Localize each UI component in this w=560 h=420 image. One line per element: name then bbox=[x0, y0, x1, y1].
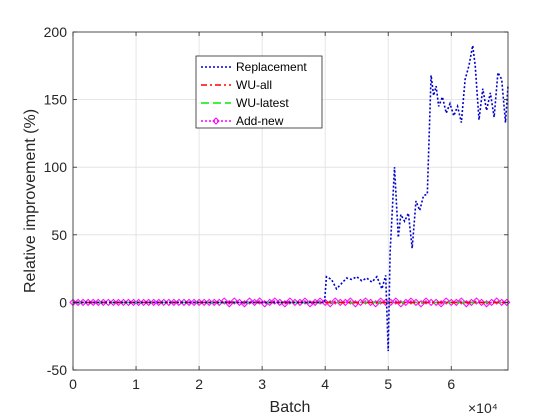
data-point-add-new bbox=[366, 298, 375, 307]
x-tick-label: 4 bbox=[321, 376, 329, 392]
data-point-add-new bbox=[457, 297, 466, 305]
data-point-add-new bbox=[74, 298, 82, 307]
x-tick-label: 6 bbox=[447, 376, 455, 392]
y-tick-label: 100 bbox=[44, 159, 68, 175]
legend-box bbox=[195, 55, 323, 129]
data-point-add-new bbox=[276, 298, 284, 307]
y-axis-label: Relative improvement (%) bbox=[22, 109, 39, 293]
data-point-add-new bbox=[109, 298, 118, 307]
legend-item-replacement: Replacement bbox=[201, 60, 307, 74]
data-point-add-new bbox=[129, 298, 138, 307]
x-axis-label: Batch bbox=[270, 399, 311, 416]
data-point-add-new bbox=[124, 298, 133, 307]
data-point-add-new bbox=[175, 298, 183, 307]
y-tick-label: -50 bbox=[47, 362, 67, 378]
legend-item-add-new: Add-new bbox=[201, 114, 284, 128]
data-point-add-new bbox=[180, 298, 188, 307]
data-point-add-new bbox=[165, 298, 173, 307]
data-point-add-new bbox=[190, 298, 198, 307]
data-point-add-new bbox=[255, 297, 264, 305]
legend-label: Replacement bbox=[236, 60, 307, 74]
x-tick-label: 1 bbox=[132, 376, 140, 392]
legend-label: WU-latest bbox=[236, 96, 289, 110]
data-point-add-new bbox=[185, 298, 193, 307]
data-point-add-new bbox=[412, 298, 420, 307]
legend-item-wu-all: WU-all bbox=[201, 78, 272, 92]
x-exponent-label: ×10⁴ bbox=[468, 400, 498, 416]
data-point-add-new bbox=[427, 298, 435, 307]
y-tick-label: 150 bbox=[44, 92, 68, 108]
data-point-add-new bbox=[442, 297, 450, 305]
x-tick-label: 2 bbox=[195, 376, 203, 392]
data-point-add-new bbox=[331, 297, 339, 305]
data-point-add-new bbox=[205, 298, 213, 307]
data-point-add-new bbox=[170, 298, 178, 307]
data-point-add-new bbox=[472, 297, 481, 305]
data-point-add-new bbox=[119, 298, 128, 307]
data-point-add-new bbox=[477, 298, 486, 307]
data-point-add-new bbox=[245, 297, 254, 305]
legend: Replacement WU-all WU-latest Add-new bbox=[195, 55, 323, 129]
data-point-add-new bbox=[497, 298, 506, 307]
y-tick-label: 0 bbox=[59, 294, 67, 310]
data-point-add-new bbox=[321, 298, 329, 307]
x-tick-label: 3 bbox=[258, 376, 266, 392]
data-point-add-new bbox=[99, 298, 107, 307]
data-point-add-new bbox=[235, 298, 244, 307]
y-tick-label: 200 bbox=[44, 24, 68, 40]
data-point-add-new bbox=[155, 298, 163, 307]
data-point-add-new bbox=[195, 298, 203, 307]
data-point-add-new bbox=[361, 297, 370, 305]
data-point-add-new bbox=[392, 297, 400, 305]
legend-label: WU-all bbox=[236, 78, 272, 92]
data-point-add-new bbox=[79, 298, 87, 307]
data-point-add-new bbox=[230, 297, 239, 305]
data-point-add-new bbox=[220, 297, 229, 305]
data-point-add-new bbox=[432, 298, 440, 307]
data-point-add-new bbox=[94, 298, 102, 307]
data-point-add-new bbox=[301, 297, 309, 305]
y-tick-label: 50 bbox=[51, 227, 67, 243]
data-point-add-new bbox=[447, 298, 455, 307]
data-point-add-new bbox=[336, 298, 345, 307]
data-point-add-new bbox=[104, 298, 113, 307]
data-point-add-new bbox=[271, 297, 279, 305]
data-point-add-new bbox=[114, 298, 123, 307]
x-tick-label: 5 bbox=[384, 376, 392, 392]
data-point-add-new bbox=[134, 298, 143, 307]
series-line-replacement bbox=[73, 45, 509, 352]
data-point-add-new bbox=[407, 297, 415, 305]
data-point-add-new bbox=[381, 298, 390, 307]
series-replacement bbox=[73, 45, 509, 352]
data-point-add-new bbox=[376, 297, 385, 305]
data-point-add-new bbox=[210, 298, 218, 307]
data-point-add-new bbox=[84, 298, 92, 307]
series-layer bbox=[69, 45, 511, 352]
data-point-add-new bbox=[160, 298, 168, 307]
data-point-add-new bbox=[139, 298, 148, 307]
data-point-add-new bbox=[149, 298, 158, 307]
data-point-add-new bbox=[144, 298, 153, 307]
legend-marker bbox=[212, 117, 220, 125]
data-point-add-new bbox=[291, 298, 299, 307]
data-point-add-new bbox=[503, 298, 511, 307]
data-point-add-new bbox=[200, 298, 208, 307]
legend-label: Add-new bbox=[236, 114, 284, 128]
data-point-add-new bbox=[346, 297, 355, 305]
legend-item-wu-latest: WU-latest bbox=[201, 96, 289, 110]
data-point-add-new bbox=[492, 297, 501, 305]
data-point-add-new bbox=[422, 297, 430, 305]
data-point-add-new bbox=[89, 298, 97, 307]
data-point-add-new bbox=[286, 297, 294, 305]
x-tick-label: 0 bbox=[69, 376, 77, 392]
plot-frame bbox=[72, 31, 509, 371]
data-point-add-new bbox=[316, 297, 324, 305]
